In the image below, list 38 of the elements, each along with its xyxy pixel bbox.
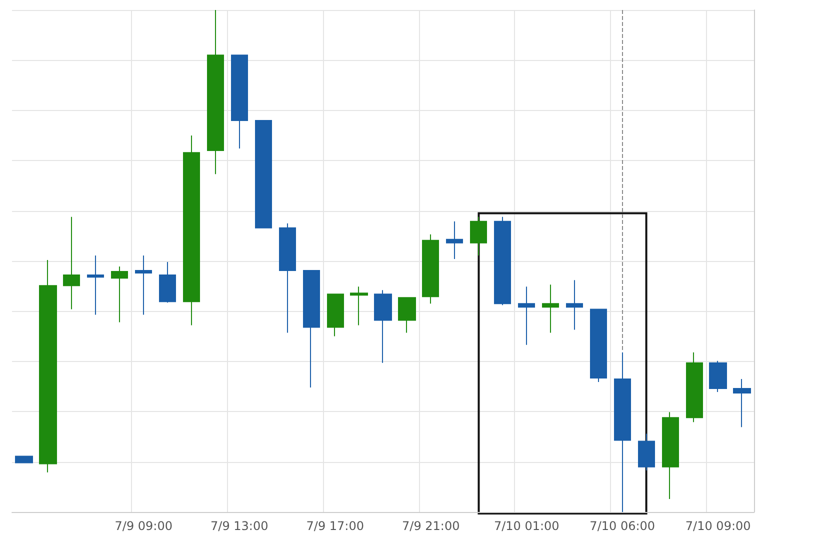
x-tick-label: 7/10 01:00 [494,519,560,533]
candlestick [422,234,439,304]
candlestick [159,262,176,304]
candlestick [686,352,703,423]
candlestick [638,433,655,471]
x-tick-label: 7/9 09:00 [114,519,173,533]
candlestick [255,120,272,228]
candlestick [63,216,80,310]
candlestick [39,259,57,473]
candlestick [446,220,463,260]
candlestick [183,135,200,326]
candlestick [590,308,607,382]
x-tick-label: 7/9 21:00 [402,519,460,533]
candlestick [518,286,535,346]
candlestick [709,360,727,393]
candlestick [15,456,33,464]
candlestick [231,54,248,150]
candlestick [303,270,320,388]
candlestick [662,412,679,500]
candlestick [494,216,511,306]
candlestick [614,352,631,512]
candlestick [135,254,152,316]
candlestick [398,297,416,334]
x-tick-label: 7/10 06:00 [590,519,656,533]
candlestick [374,290,392,364]
x-tick-label: 7/9 17:00 [306,519,364,533]
x-tick-label: 7/9 13:00 [210,519,268,533]
candlestick [279,222,296,334]
x-tick-label: 7/10 09:00 [685,519,751,533]
candlestick [542,284,559,334]
candlestick [350,286,368,326]
candlestick [207,10,224,175]
candlestick [566,280,583,330]
candlestick [327,294,344,337]
candlestick [470,216,487,256]
candlestick [111,266,128,323]
candlestick [733,378,751,428]
candlestick [87,254,104,316]
